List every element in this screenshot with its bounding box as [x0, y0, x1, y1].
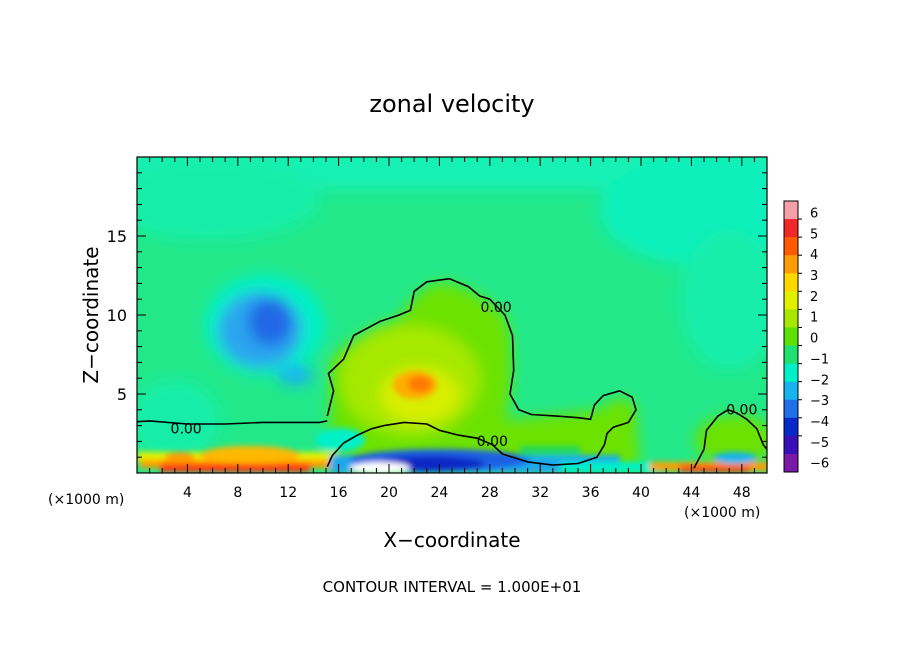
x-tick-label: 8 [233, 485, 242, 501]
colorbar-swatch [784, 237, 798, 256]
colorbar-swatch [784, 453, 798, 473]
colorbar-label: −6 [810, 457, 829, 472]
x-tick-label: 48 [733, 485, 751, 501]
colorbar-label: 0 [810, 332, 818, 347]
colorbar-label: 4 [810, 248, 818, 263]
contour-label: 0.00 [726, 403, 757, 419]
x-tick-label: 4 [183, 485, 192, 501]
colorbar-label: 3 [810, 269, 818, 284]
colorbar-frame [783, 200, 799, 473]
colorbar-swatch [784, 327, 798, 347]
x-tick-label: 40 [632, 485, 650, 501]
contour-label: 0.00 [171, 422, 202, 438]
x-tick-label: 12 [279, 485, 297, 501]
colorbar-label: 1 [810, 311, 818, 326]
colorbar-label: 2 [810, 290, 818, 305]
colorbar-swatch [784, 435, 798, 455]
x-tick-label: 20 [380, 485, 398, 501]
colorbar-label: −4 [810, 415, 829, 430]
x-tick-label: 44 [682, 485, 700, 501]
x-axis-label: X−coordinate [383, 528, 520, 552]
x-unit-label: (×1000 m) [48, 492, 124, 508]
colorbar-swatch [784, 363, 798, 383]
colorbar-swatch [784, 255, 798, 274]
y-tick-label: 15 [107, 227, 127, 246]
colorbar-swatch [784, 201, 798, 220]
colorbar-label: −2 [810, 373, 829, 388]
colorbar-labels: 6 5 4 3 2 1 0 −1 −2 −3 −4 −5 −6 [810, 207, 829, 472]
contour-label: 0.00 [481, 300, 512, 316]
x-tick-label: 32 [531, 485, 549, 501]
contour-line [693, 409, 767, 469]
x-tick-label: 28 [481, 485, 499, 501]
y-axis-label: Z−coordinate [79, 246, 103, 383]
x-tick-label: 36 [582, 485, 600, 501]
colorbar-label: 5 [810, 227, 818, 242]
colorbar-swatch [784, 381, 798, 401]
contour-label: 0.00 [477, 434, 508, 450]
x-tick-labels: 4 8 12 16 20 24 28 32 36 40 44 48 [183, 485, 751, 501]
colorbar-swatch [784, 273, 798, 292]
x-unit-label-right: (×1000 m) [684, 505, 760, 521]
colorbar-swatch [784, 417, 798, 437]
colorbar [783, 200, 802, 473]
colorbar-swatch [784, 345, 798, 365]
colorbar-swatch [784, 291, 798, 310]
colorbar-swatch [784, 309, 798, 328]
chart-title: zonal velocity [369, 90, 534, 118]
contour-line [326, 277, 637, 468]
contour-lines [137, 277, 767, 469]
heatmap-field [137, 157, 767, 473]
colorbar-label: −1 [810, 352, 829, 367]
y-tick-labels: 5 10 15 [107, 227, 127, 404]
colorbar-swatch [784, 399, 798, 419]
contour-interval-note: CONTOUR INTERVAL = 1.000E+01 [323, 578, 582, 596]
x-tick-label: 16 [330, 485, 348, 501]
colorbar-label: −3 [810, 394, 829, 409]
y-tick-label: 5 [117, 385, 127, 404]
colorbar-label: 6 [810, 207, 818, 222]
y-tick-label: 10 [107, 306, 127, 325]
x-tick-label: 24 [430, 485, 448, 501]
contour-line [137, 420, 328, 425]
contour-labels: 0.00 0.00 0.00 0.00 [171, 300, 758, 450]
colorbar-label: −5 [810, 436, 829, 451]
colorbar-swatch [784, 219, 798, 238]
axis-ticks [137, 157, 767, 473]
